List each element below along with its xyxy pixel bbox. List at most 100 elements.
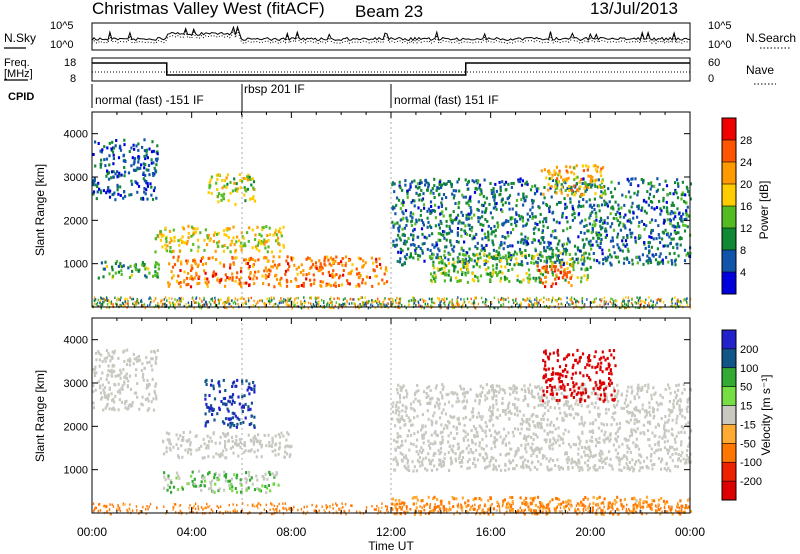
- power-cell: [503, 278, 507, 282]
- power-cell: [152, 149, 155, 153]
- velocity-cell: [224, 479, 227, 483]
- power-cell: [431, 187, 434, 191]
- power-cell: [660, 209, 663, 213]
- velocity-cell: [252, 436, 255, 440]
- power-cell: [576, 175, 579, 179]
- power-clutter-cell: [366, 301, 368, 305]
- velocity-cell: [231, 385, 234, 388]
- power-cell: [278, 263, 281, 267]
- velocity-cell: [265, 486, 268, 490]
- power-cell: [170, 239, 173, 243]
- power-cell: [156, 157, 159, 161]
- power-cell: [631, 231, 634, 235]
- power-clutter-cell: [258, 307, 260, 310]
- power-cell: [559, 263, 562, 267]
- power-cell: [542, 236, 545, 239]
- power-cell: [226, 246, 229, 250]
- power-clutter-cell: [193, 299, 195, 302]
- velocity-cell: [186, 451, 190, 455]
- power-cell: [586, 168, 589, 172]
- power-cell: [595, 211, 598, 215]
- power-cell: [543, 168, 546, 172]
- velocity-cell: [208, 409, 211, 413]
- power-cell: [540, 236, 543, 240]
- power-cell: [189, 276, 192, 280]
- power-cell: [286, 255, 289, 259]
- power-cell: [493, 230, 496, 234]
- power-cell: [597, 178, 600, 182]
- power-clutter-cell: [245, 300, 247, 303]
- power-clutter-cell: [443, 297, 446, 300]
- power-cell: [520, 252, 523, 256]
- velocity-data: [92, 348, 693, 516]
- velocity-cell: [208, 394, 211, 397]
- power-clutter-cell: [150, 300, 153, 303]
- velocity-cell: [587, 506, 590, 510]
- power-cell: [438, 261, 441, 265]
- velocity-cell: [658, 508, 661, 512]
- power-cell: [661, 258, 664, 262]
- power-cell: [558, 261, 561, 265]
- power-cell: [116, 170, 119, 174]
- power-clutter-cell: [328, 303, 330, 307]
- power-clutter-cell: [346, 300, 348, 304]
- power-cell: [481, 237, 484, 241]
- power-cell: [616, 243, 619, 247]
- power-clutter-cell: [590, 306, 593, 310]
- power-clutter-cell: [490, 302, 493, 305]
- velocity-cell: [436, 498, 439, 501]
- power-clutter-cell: [492, 306, 495, 309]
- power-cell: [395, 203, 398, 207]
- power-cell: [594, 192, 597, 196]
- power-cell: [458, 252, 461, 256]
- power-cell: [267, 274, 270, 278]
- velocity-cell: [421, 498, 424, 502]
- power-cell: [647, 196, 651, 200]
- velocity-cell: [106, 374, 109, 378]
- power-clutter-cell: [472, 301, 475, 304]
- velocity-cell: [150, 364, 153, 368]
- power-cell: [611, 236, 614, 240]
- velocity-cell: [635, 460, 638, 464]
- velocity-cell: [548, 430, 551, 434]
- power-cell: [501, 271, 504, 275]
- velocity-cell: [642, 459, 646, 463]
- velocity-cell: [222, 449, 225, 453]
- velocity-cell: [588, 466, 591, 470]
- power-cell: [565, 205, 568, 209]
- power-cell: [583, 242, 586, 246]
- power-cell: [97, 276, 100, 280]
- power-cell: [156, 152, 159, 156]
- power-clutter-cell: [535, 296, 538, 300]
- freq-traces: [92, 62, 690, 76]
- velocity-cell: [229, 425, 232, 429]
- power-clutter-cell: [338, 303, 340, 306]
- power-clutter-cell: [99, 304, 101, 308]
- velocity-cell: [169, 448, 172, 452]
- power-clutter-cell: [213, 301, 216, 304]
- power-cell: [414, 222, 417, 226]
- power-cell: [547, 188, 550, 192]
- velocity-cell: [485, 383, 488, 387]
- power-cell: [152, 161, 155, 165]
- power-cell: [554, 229, 557, 233]
- velocity-cell: [563, 505, 566, 509]
- power-cell: [143, 149, 146, 153]
- power-clutter-cell: [500, 298, 502, 301]
- power-cell: [302, 284, 305, 288]
- power-cell: [617, 246, 620, 250]
- power-cell: [585, 223, 588, 227]
- power-cell: [610, 263, 613, 267]
- velocity-cell: [511, 430, 514, 434]
- velocity-cell: [407, 429, 411, 433]
- power-cell: [308, 257, 312, 261]
- power-cell: [170, 250, 173, 254]
- power-cell: [545, 202, 548, 206]
- velocity-cell: [507, 410, 510, 414]
- power-cell: [466, 268, 469, 272]
- power-cell: [456, 227, 460, 230]
- power-cell: [649, 187, 652, 191]
- velocity-cell: [651, 467, 654, 471]
- power-cell: [501, 210, 504, 213]
- power-cell: [559, 271, 562, 275]
